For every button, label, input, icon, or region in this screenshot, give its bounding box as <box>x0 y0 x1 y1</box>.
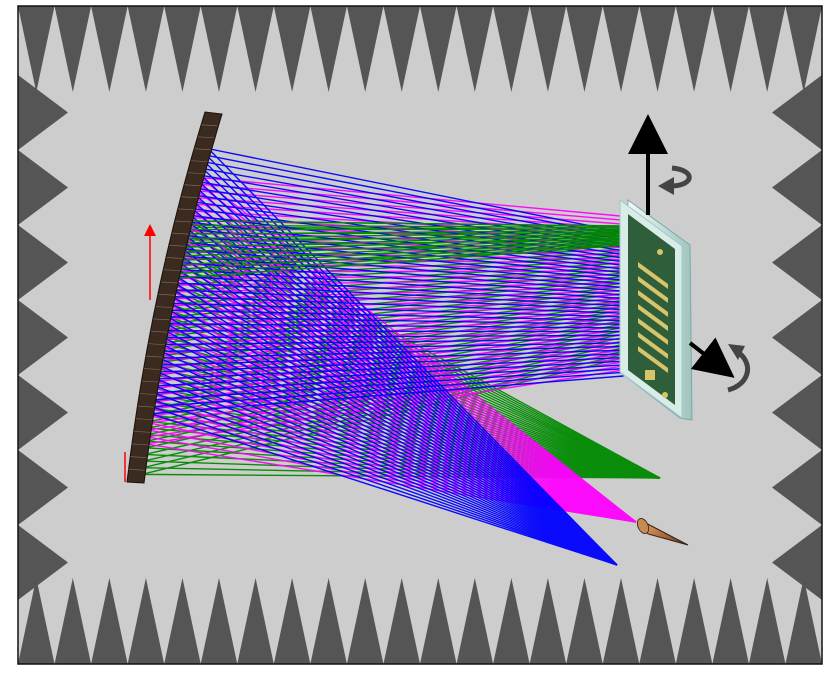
absorber-cone <box>91 6 128 92</box>
feed-horn <box>636 518 689 546</box>
absorber-cone <box>529 578 567 664</box>
absorber-cone <box>493 6 530 92</box>
absorber-cone <box>18 300 68 375</box>
absorber-cones <box>18 6 822 664</box>
absorber-cone <box>346 6 384 92</box>
antenna-trace <box>638 318 668 345</box>
arrow-down-right-icon <box>688 337 735 378</box>
diagonal-axis <box>688 337 751 393</box>
chamber-frame <box>17 5 823 665</box>
absorber-cone <box>54 578 92 664</box>
absorber-cone <box>602 6 640 92</box>
antenna-trace <box>638 262 668 289</box>
rotation-arrowhead-icon <box>658 177 674 195</box>
absorber-cone <box>748 578 786 664</box>
absorber-cone <box>273 578 311 664</box>
absorber-cone <box>18 375 68 450</box>
chamber-background <box>18 6 822 664</box>
ray-bundle-green-top <box>175 220 621 279</box>
absorber-cone <box>529 6 567 92</box>
reflector-mirror <box>126 111 223 484</box>
vertical-axis <box>628 114 692 215</box>
absorber-cone <box>420 578 457 664</box>
absorber-cone <box>772 450 822 525</box>
absorber-cone <box>639 578 676 664</box>
absorber-cone <box>18 150 68 225</box>
absorber-cone <box>18 578 55 664</box>
absorber-cone <box>18 525 68 600</box>
absorber-cone <box>712 6 749 92</box>
antenna-trace <box>638 332 668 359</box>
absorber-cone <box>237 578 274 664</box>
absorber-cone <box>200 6 238 92</box>
absorber-cone <box>164 578 201 664</box>
absorber-cone <box>456 578 494 664</box>
absorber-cone <box>772 150 822 225</box>
absorber-cone <box>18 450 68 525</box>
absorber-cone <box>772 525 822 600</box>
rotation-arrowhead-icon <box>728 344 745 360</box>
absorber-cone <box>456 6 494 92</box>
absorber-cone <box>346 578 384 664</box>
absorber-cone <box>772 75 822 150</box>
absorber-cone <box>566 6 603 92</box>
board-mount-hole <box>657 249 663 255</box>
absorber-cone <box>772 225 822 300</box>
absorber-cone <box>200 578 238 664</box>
absorber-cone <box>675 6 713 92</box>
absorber-cone <box>310 578 347 664</box>
absorber-cone <box>310 6 347 92</box>
mirror-axes <box>124 224 156 482</box>
absorber-cone <box>675 578 713 664</box>
antenna-connector <box>645 370 655 380</box>
antenna-board <box>619 199 693 421</box>
absorber-cone <box>383 6 420 92</box>
absorber-cone <box>127 6 165 92</box>
absorber-cone <box>18 225 68 300</box>
absorber-cone <box>566 578 603 664</box>
absorber-cone <box>602 578 640 664</box>
absorber-cone <box>54 6 92 92</box>
absorber-cone <box>18 6 55 92</box>
antenna-traces <box>638 249 668 398</box>
antenna-trace <box>638 304 668 331</box>
absorber-cone <box>127 578 165 664</box>
absorber-cone <box>712 578 749 664</box>
absorber-cone <box>493 578 530 664</box>
absorber-cone <box>772 375 822 450</box>
absorber-cone <box>91 578 128 664</box>
absorber-cone <box>237 6 274 92</box>
absorber-cone <box>273 6 311 92</box>
rotation-arrow-icon <box>671 165 692 189</box>
absorber-cone <box>18 75 68 150</box>
antenna-trace <box>638 346 668 373</box>
absorber-cone <box>748 6 786 92</box>
board-mount-hole <box>662 392 668 398</box>
absorber-cone <box>785 6 822 92</box>
absorber-cone <box>383 578 420 664</box>
rotation-arrow-icon <box>727 350 751 393</box>
absorber-cone <box>164 6 201 92</box>
absorber-cone <box>420 6 457 92</box>
antenna-trace <box>638 290 668 317</box>
absorber-cone <box>639 6 676 92</box>
antenna-trace <box>638 276 668 303</box>
absorber-cone <box>785 578 822 664</box>
absorber-cone <box>772 300 822 375</box>
